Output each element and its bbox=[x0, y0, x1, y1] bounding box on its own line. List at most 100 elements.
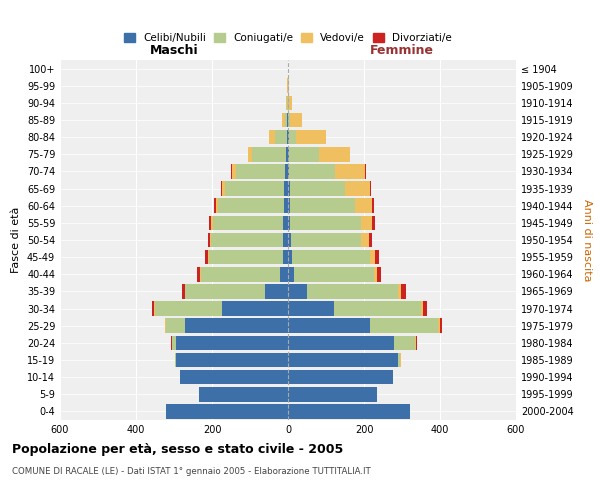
Bar bbox=[289, 130, 296, 144]
Bar bbox=[288, 147, 289, 162]
Bar bbox=[265, 284, 288, 298]
Bar bbox=[180, 370, 288, 384]
Bar bbox=[218, 198, 284, 213]
Bar bbox=[288, 267, 294, 281]
Bar bbox=[283, 250, 288, 264]
Bar bbox=[176, 336, 288, 350]
Bar bbox=[288, 182, 290, 196]
Bar bbox=[334, 302, 421, 316]
Bar bbox=[296, 130, 326, 144]
Bar bbox=[214, 198, 216, 213]
Bar bbox=[370, 250, 376, 264]
Bar bbox=[154, 302, 155, 316]
Bar bbox=[211, 232, 283, 248]
Bar bbox=[335, 164, 365, 178]
Bar bbox=[369, 232, 372, 248]
Bar bbox=[423, 302, 427, 316]
Bar bbox=[365, 164, 366, 178]
Bar bbox=[361, 232, 369, 248]
Bar bbox=[185, 284, 265, 298]
Bar bbox=[185, 318, 288, 333]
Bar bbox=[221, 302, 288, 316]
Bar bbox=[288, 232, 291, 248]
Bar bbox=[288, 216, 290, 230]
Bar bbox=[248, 147, 252, 162]
Bar bbox=[370, 318, 438, 333]
Bar bbox=[176, 352, 288, 368]
Bar bbox=[345, 182, 370, 196]
Text: COMUNE DI RACALE (LE) - Dati ISTAT 1° gennaio 2005 - Elaborazione TUTTITALIA.IT: COMUNE DI RACALE (LE) - Dati ISTAT 1° ge… bbox=[12, 468, 371, 476]
Bar bbox=[289, 96, 292, 110]
Text: Popolazione per età, sesso e stato civile - 2005: Popolazione per età, sesso e stato civil… bbox=[12, 442, 343, 456]
Bar bbox=[288, 284, 307, 298]
Bar bbox=[155, 302, 221, 316]
Bar bbox=[288, 164, 289, 178]
Bar bbox=[166, 404, 288, 418]
Bar bbox=[283, 216, 288, 230]
Bar bbox=[165, 318, 166, 333]
Bar bbox=[164, 318, 165, 333]
Bar bbox=[205, 250, 208, 264]
Bar bbox=[415, 336, 416, 350]
Bar bbox=[166, 318, 185, 333]
Bar bbox=[394, 336, 415, 350]
Bar bbox=[236, 164, 285, 178]
Bar bbox=[288, 387, 377, 402]
Bar bbox=[199, 387, 288, 402]
Bar bbox=[377, 267, 381, 281]
Bar bbox=[210, 232, 211, 248]
Bar bbox=[416, 336, 417, 350]
Bar bbox=[398, 284, 401, 298]
Bar bbox=[209, 250, 283, 264]
Bar bbox=[285, 164, 288, 178]
Bar bbox=[290, 198, 355, 213]
Bar bbox=[283, 232, 288, 248]
Bar bbox=[208, 250, 209, 264]
Bar bbox=[401, 284, 406, 298]
Bar bbox=[221, 182, 226, 196]
Bar bbox=[175, 352, 176, 368]
Bar bbox=[292, 250, 370, 264]
Bar bbox=[355, 198, 371, 213]
Bar bbox=[232, 164, 236, 178]
Bar bbox=[294, 267, 373, 281]
Bar bbox=[372, 216, 375, 230]
Bar bbox=[286, 96, 287, 110]
Bar bbox=[286, 147, 288, 162]
Bar bbox=[398, 352, 400, 368]
Bar bbox=[288, 302, 334, 316]
Bar bbox=[289, 112, 290, 128]
Bar bbox=[288, 370, 392, 384]
Bar bbox=[290, 112, 302, 128]
Bar bbox=[200, 267, 280, 281]
Bar bbox=[376, 250, 379, 264]
Bar bbox=[289, 147, 319, 162]
Bar bbox=[288, 404, 410, 418]
Bar bbox=[370, 182, 371, 196]
Bar bbox=[286, 112, 287, 128]
Bar bbox=[182, 284, 185, 298]
Bar bbox=[290, 182, 345, 196]
Bar bbox=[288, 318, 370, 333]
Bar bbox=[284, 198, 288, 213]
Bar bbox=[307, 284, 398, 298]
Text: Femmine: Femmine bbox=[370, 44, 434, 57]
Bar bbox=[371, 198, 373, 213]
Bar bbox=[288, 130, 289, 144]
Bar bbox=[208, 232, 210, 248]
Bar bbox=[288, 352, 398, 368]
Bar bbox=[226, 182, 284, 196]
Bar bbox=[152, 302, 154, 316]
Bar bbox=[287, 112, 288, 128]
Bar bbox=[213, 216, 283, 230]
Bar bbox=[373, 267, 377, 281]
Bar bbox=[319, 147, 350, 162]
Bar bbox=[280, 267, 288, 281]
Bar bbox=[216, 198, 218, 213]
Bar bbox=[440, 318, 442, 333]
Bar bbox=[209, 216, 211, 230]
Text: Maschi: Maschi bbox=[149, 44, 199, 57]
Bar bbox=[287, 130, 288, 144]
Bar bbox=[361, 216, 372, 230]
Bar bbox=[252, 147, 286, 162]
